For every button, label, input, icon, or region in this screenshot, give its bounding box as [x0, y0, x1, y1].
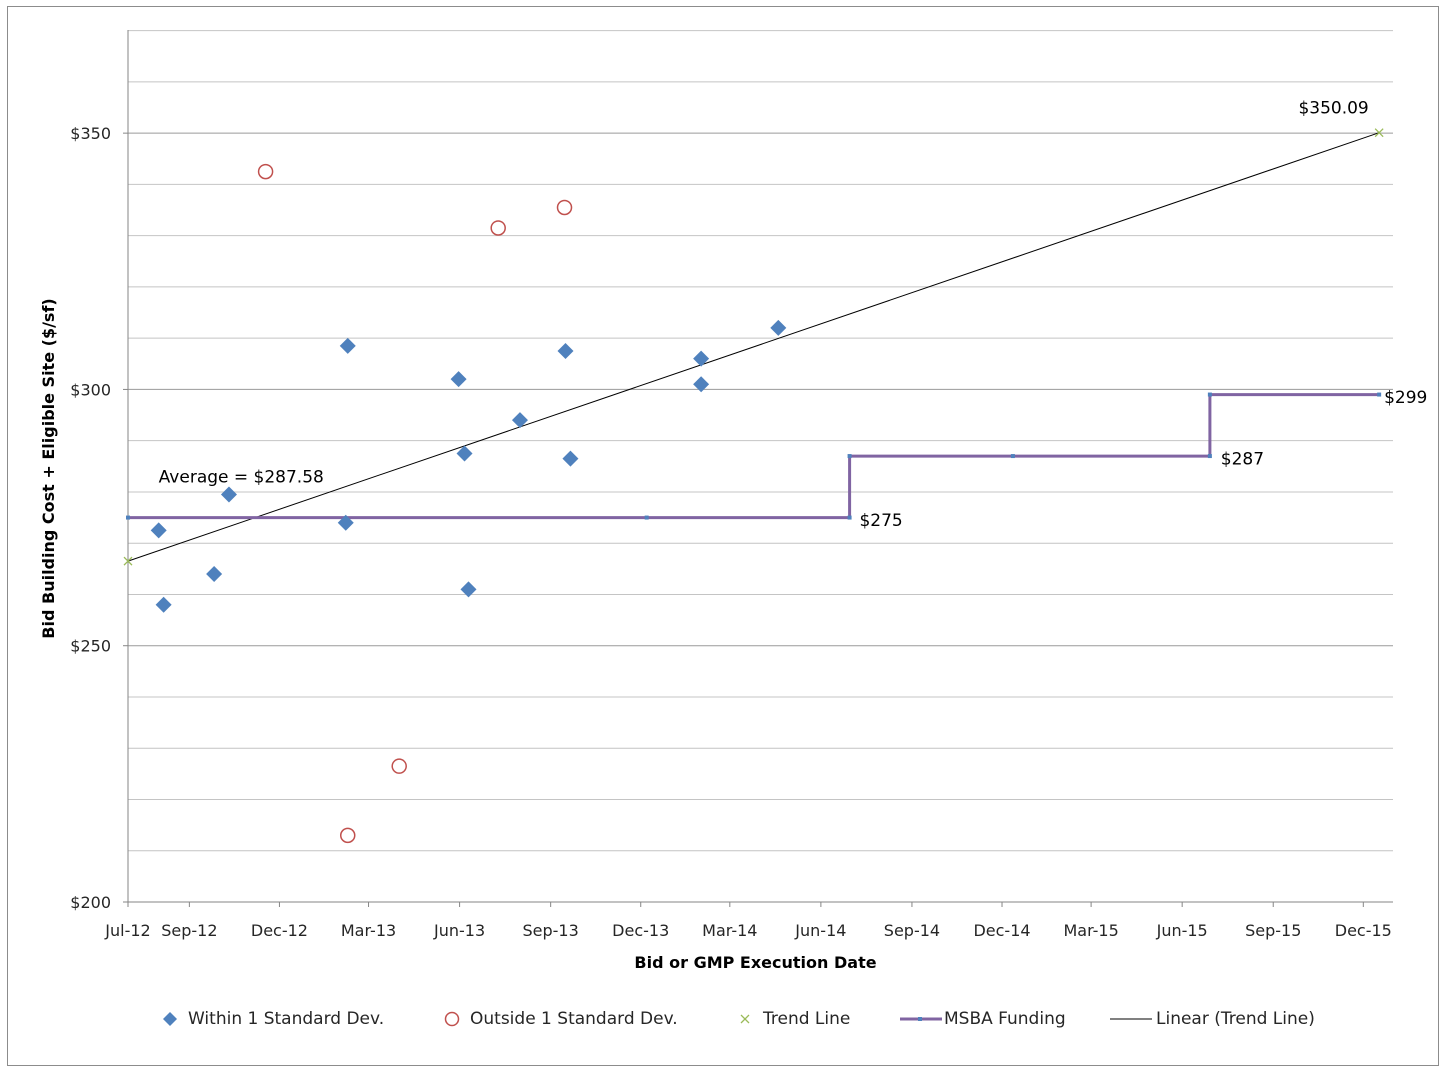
legend-label-outside: Outside 1 Standard Dev.: [470, 1009, 678, 1029]
msba-funding-marker: [1207, 392, 1212, 397]
annotation-label: $350.09: [1298, 99, 1368, 119]
within-sd-point: [693, 350, 710, 367]
outside-sd-point: [391, 758, 407, 774]
x-marker-icon: [740, 1014, 750, 1024]
outside-sd-point: [556, 199, 573, 216]
chart-plot: $200 $250 $300 $350 Jul-12 Sep-12 Dec-12 Mar-13…: [39, 30, 1427, 972]
y-tick-label: $300: [70, 380, 111, 399]
within-sd-point: [450, 371, 467, 388]
x-tick-label: Jul-12: [104, 921, 150, 940]
within-sd-point: [339, 337, 356, 354]
within-sd-point: [337, 514, 354, 531]
y-tick-label: $200: [70, 893, 111, 912]
chart-frame: [7, 6, 1439, 1066]
within-sd-point: [150, 522, 167, 539]
trend-line-point: [1374, 128, 1384, 138]
x-tick-label: Sep-13: [523, 921, 579, 940]
outside-sd-point: [339, 827, 356, 844]
msba-funding-marker: [1010, 454, 1015, 459]
legend-item-trend: Trend Line: [735, 1004, 850, 1034]
x-tick-label: Jun-15: [1156, 921, 1208, 940]
x-axis-title: Bid or GMP Execution Date: [634, 953, 876, 972]
within-sd-point: [557, 342, 574, 359]
within-sd-point: [456, 445, 473, 462]
legend-item-msba: MSBA Funding: [898, 1004, 1066, 1034]
outside-sd-point: [490, 220, 506, 236]
step-line-icon: [900, 1017, 942, 1021]
x-tick-label: Dec-14: [973, 921, 1030, 940]
x-tick-label: Dec-15: [1335, 921, 1392, 940]
x-tick-label: Jun-14: [794, 921, 846, 940]
msba-funding-marker: [1377, 392, 1382, 397]
legend-label-msba: MSBA Funding: [944, 1009, 1066, 1029]
x-tick-label: Jun-13: [433, 921, 485, 940]
legend: Within 1 Standard Dev. Outside 1 Standar…: [0, 1004, 1447, 1034]
linear-trend-line: [127, 132, 1380, 562]
annotation-label: $287: [1221, 450, 1264, 470]
annotation-label: $275: [859, 511, 902, 531]
x-tick-label: Sep-14: [884, 921, 940, 940]
x-tick-label: Dec-12: [251, 921, 308, 940]
msba-funding-marker: [1207, 454, 1212, 459]
x-tick-label: Mar-15: [1063, 921, 1118, 940]
msba-funding-marker: [644, 515, 649, 520]
y-tick-label: $250: [70, 637, 111, 656]
within-sd-point: [220, 486, 237, 503]
within-sd-point: [206, 565, 223, 582]
legend-label-within: Within 1 Standard Dev.: [188, 1009, 385, 1029]
outside-sd-point: [257, 163, 274, 180]
within-sd-point: [511, 412, 528, 429]
within-sd-point: [155, 596, 172, 613]
y-tick-label: $350: [70, 124, 111, 143]
y-axis-title: Bid Building Cost + Eligible Site ($/sf): [39, 298, 58, 638]
within-sd-point: [770, 319, 787, 336]
line-icon: [1110, 1018, 1152, 1020]
legend-label-trend: Trend Line: [763, 1009, 851, 1029]
x-tick-label: Sep-15: [1245, 921, 1301, 940]
within-sd-point: [693, 376, 710, 393]
msba-funding-marker: [126, 515, 130, 520]
diamond-marker-icon: [163, 1012, 177, 1026]
x-tick-label: Mar-13: [341, 921, 396, 940]
circle-marker-icon: [444, 1011, 460, 1027]
x-tick-label: Sep-12: [161, 921, 217, 940]
legend-item-linear: Linear (Trend Line): [1108, 1004, 1315, 1034]
annotation-label: Average = $287.58: [159, 468, 324, 488]
x-tick-label: Mar-14: [702, 921, 757, 940]
msba-funding-line: [128, 393, 1380, 520]
legend-item-outside: Outside 1 Standard Dev.: [442, 1004, 678, 1034]
msba-funding-marker: [847, 515, 852, 520]
within-sd-point: [562, 450, 579, 467]
annotation-label: $299: [1384, 388, 1427, 408]
x-tick-label: Dec-13: [612, 921, 669, 940]
legend-item-within: Within 1 Standard Dev.: [160, 1004, 384, 1034]
msba-funding-marker: [847, 454, 852, 459]
legend-label-linear: Linear (Trend Line): [1156, 1009, 1315, 1029]
within-sd-point: [460, 581, 477, 598]
trend-line-point: [123, 556, 133, 566]
